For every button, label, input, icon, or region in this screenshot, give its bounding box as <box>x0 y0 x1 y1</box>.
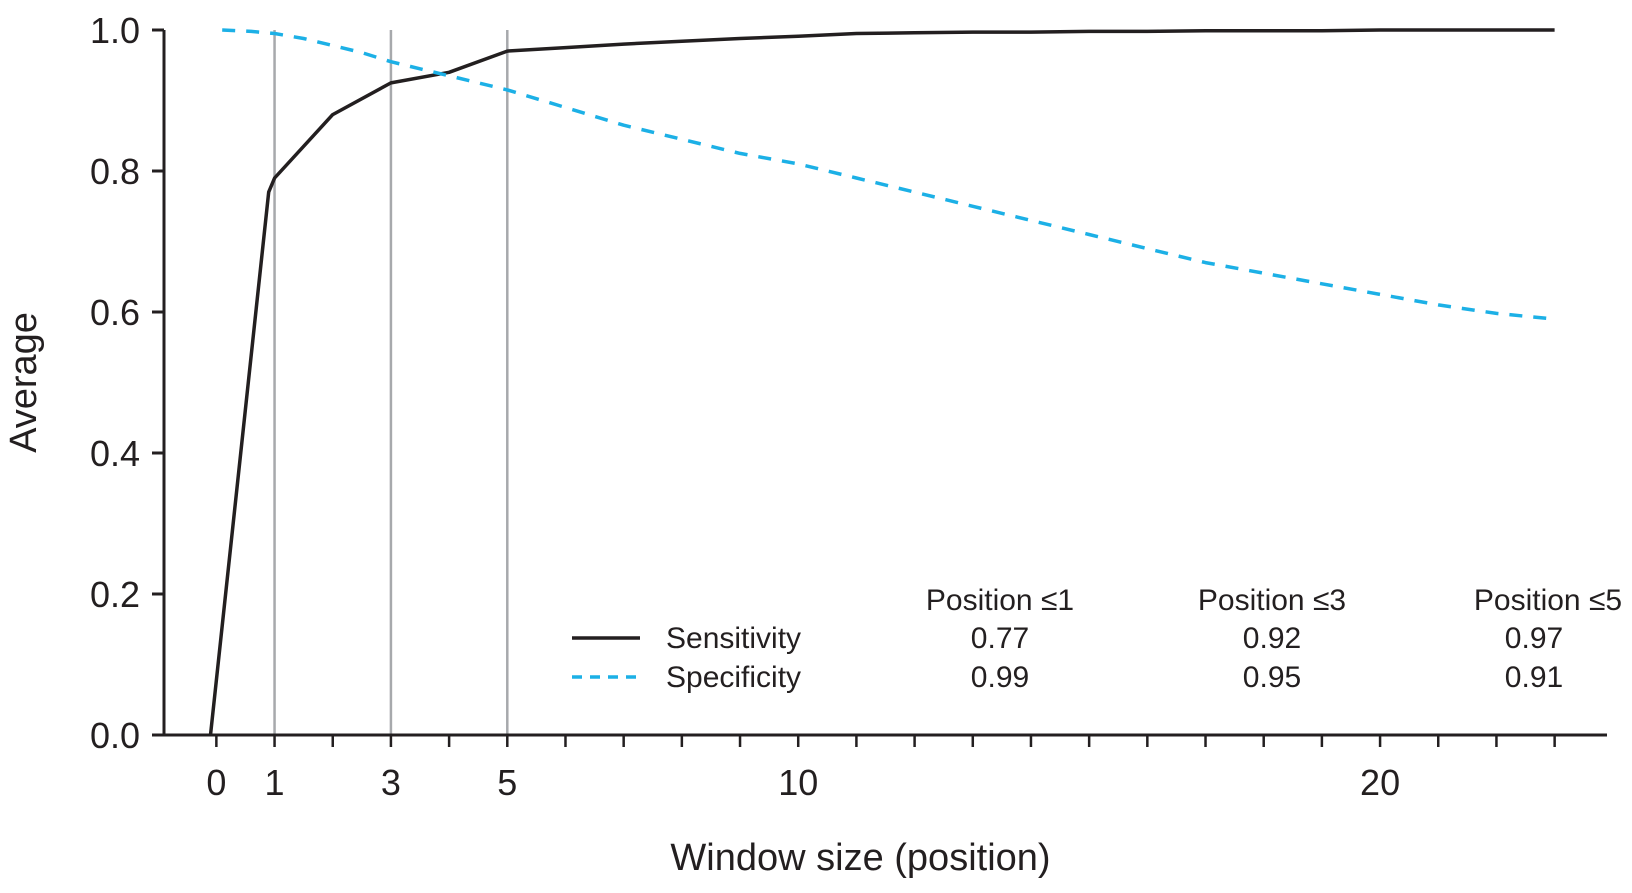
series <box>208 28 1555 736</box>
series-line-sensitivity <box>208 28 1555 736</box>
x-tick-label: 1 <box>265 762 285 803</box>
y-tick-label: 0.2 <box>90 574 140 615</box>
x-tick-label: 3 <box>381 762 401 803</box>
specificity-pos1-value: 0.99 <box>971 661 1029 694</box>
specificity-pos5-value: 0.91 <box>1505 661 1563 694</box>
reference-lines <box>273 30 509 735</box>
y-tick-label: 0.0 <box>90 715 140 756</box>
y-tick-label: 0.4 <box>90 433 140 474</box>
x-tick-label: 0 <box>206 762 226 803</box>
y-tick-label: 0.8 <box>90 151 140 192</box>
x-tick-label: 20 <box>1360 762 1400 803</box>
legend-label-sensitivity: Sensitivity <box>666 622 801 655</box>
legend-label-specificity: Specificity <box>666 661 801 694</box>
legend-header-pos1: Position ≤1 <box>926 584 1074 617</box>
x-axis-title: Window size (position) <box>670 837 1050 879</box>
sensitivity-pos1-value: 0.77 <box>971 622 1029 655</box>
sensitivity-pos5-value: 0.97 <box>1505 622 1563 655</box>
axes <box>162 30 1607 737</box>
y-tick-label: 0.6 <box>90 292 140 333</box>
x-tick-label: 10 <box>778 762 818 803</box>
x-ticks: 0 1 3 5 10 20 <box>206 735 1556 803</box>
legend-header-pos3: Position ≤3 <box>1198 584 1346 617</box>
sensitivity-pos3-value: 0.92 <box>1243 622 1301 655</box>
x-tick-label: 5 <box>497 762 517 803</box>
y-axis-title: Average <box>3 312 45 453</box>
y-ticks: 0.0 0.2 0.4 0.6 0.8 1.0 <box>90 10 164 756</box>
series-line-specificity <box>222 28 1555 321</box>
specificity-pos3-value: 0.95 <box>1243 661 1301 694</box>
legend-header-pos5: Position ≤5 <box>1474 584 1622 617</box>
legend: Position ≤1 Position ≤3 Position ≤5 Sens… <box>572 584 1622 694</box>
y-tick-label: 1.0 <box>90 10 140 51</box>
